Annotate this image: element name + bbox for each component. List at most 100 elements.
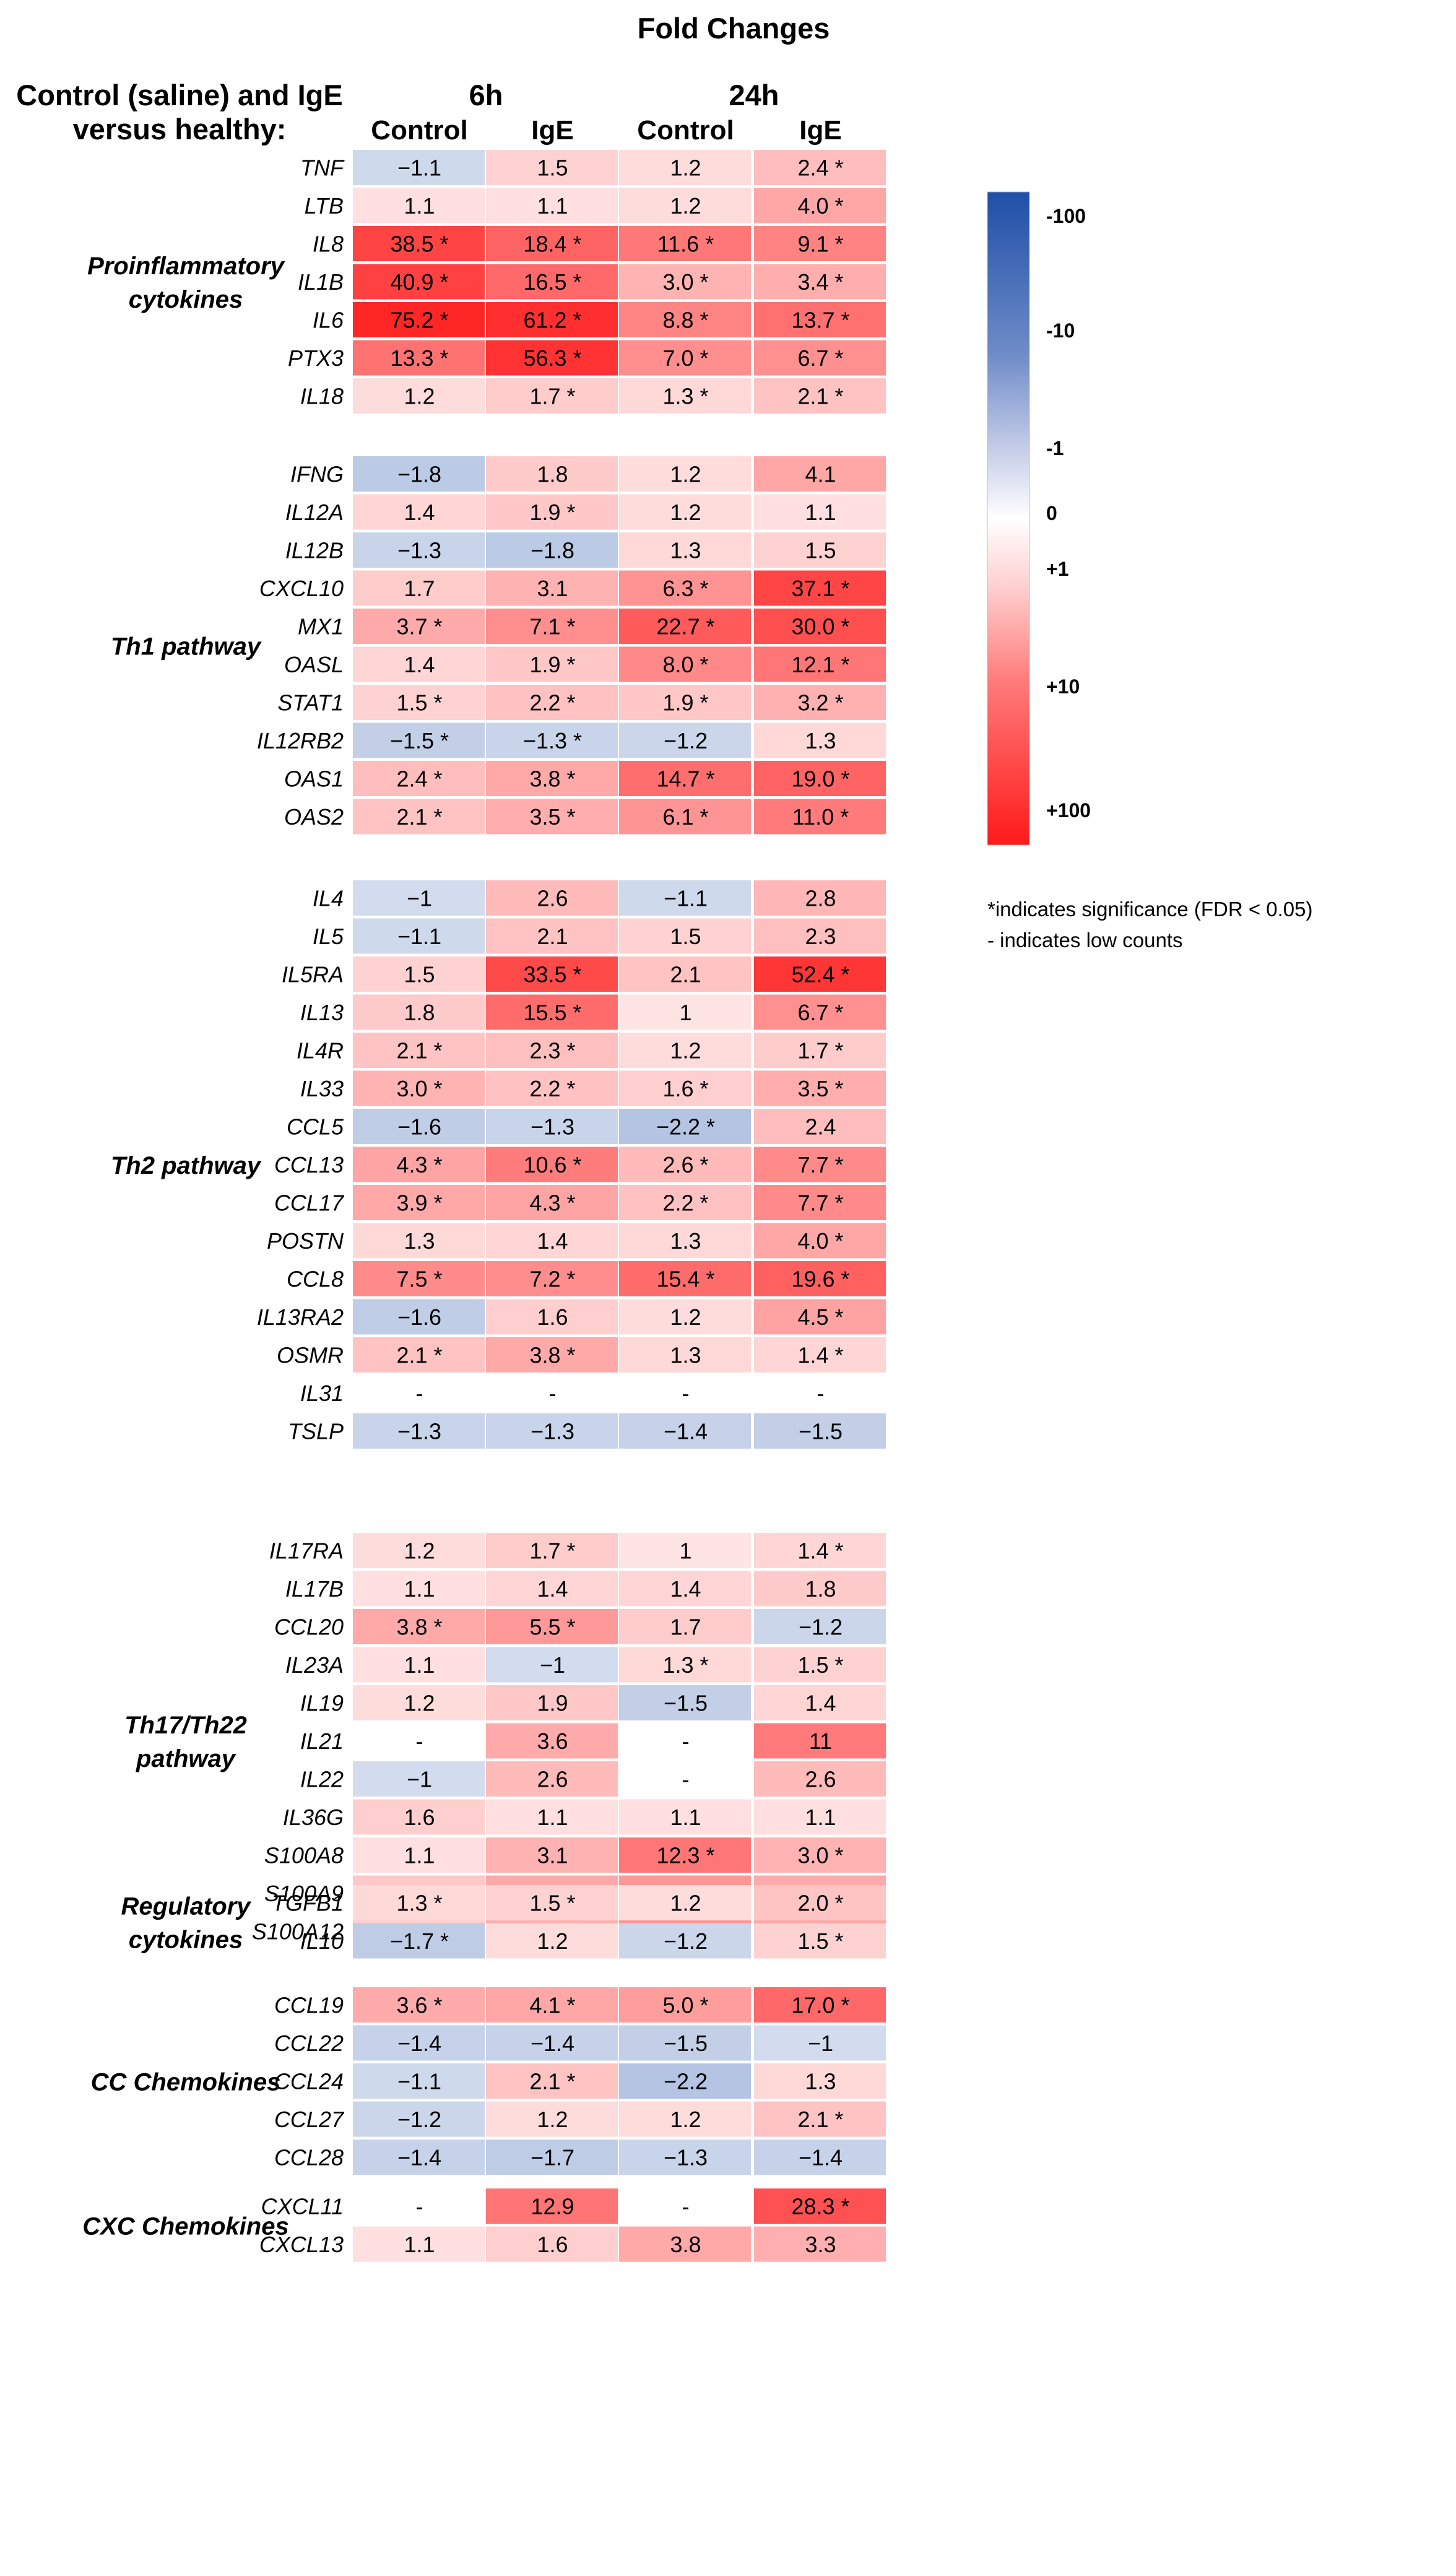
group-label: cytokines — [129, 1926, 243, 1953]
heatmap-cell — [754, 532, 886, 568]
heatmap-cell — [754, 1185, 886, 1220]
heatmap-cell — [486, 685, 618, 720]
cell-value: 30.0 * — [791, 614, 849, 640]
cell-value: 1.3 — [670, 1343, 701, 1368]
heatmap-cell — [486, 1070, 618, 1106]
cell-value: −1 — [407, 1767, 432, 1792]
heatmap-cell — [486, 918, 618, 954]
cell-value: 1.2 — [670, 462, 701, 487]
cell-value: 1.7 — [670, 1615, 701, 1640]
cell-value: 3.2 * — [797, 690, 843, 716]
cell-value: 1.2 — [404, 1691, 435, 1716]
heatmap-cell — [619, 1571, 751, 1607]
group-label: Regulatory — [121, 1893, 252, 1920]
gene-label: IL33 — [300, 1076, 344, 1101]
cell-value: - — [682, 1767, 690, 1792]
heatmap-cell — [486, 994, 618, 1030]
cell-value: 37.1 * — [791, 576, 849, 601]
heatmap-cell — [754, 918, 886, 954]
cell-value: 5.5 * — [529, 1615, 575, 1640]
scale-label: -100 — [1046, 205, 1086, 227]
cell-value: −1.7 — [531, 2145, 574, 2171]
heatmap-cell — [619, 918, 751, 954]
heatmap-cell — [619, 1070, 751, 1106]
heatmap-cell — [486, 2188, 618, 2224]
cell-value: −1.2 — [664, 1928, 708, 1954]
heatmap-cell — [619, 2063, 751, 2099]
cell-value: 2.1 — [670, 962, 701, 987]
cell-value: 1.9 * — [662, 690, 708, 716]
heatmap-cell — [754, 1723, 886, 1759]
heatmap-cell — [619, 2025, 751, 2061]
heatmap-cell — [754, 609, 886, 644]
cell-value: −1.4 — [397, 2145, 441, 2171]
heatmap-cell — [619, 956, 751, 992]
gene-label: POSTN — [267, 1228, 344, 1254]
heatmap-cell — [353, 1685, 485, 1720]
heatmap-cell — [754, 302, 886, 337]
heatmap-cell — [353, 2188, 485, 2224]
cell-value: 17.0 * — [791, 1993, 849, 2018]
heatmap-cell — [486, 1685, 618, 1720]
heatmap-body: TNF −1.1 1.5 1.2 2.4 * LTB 1.1 1.1 1.2 4.0 * IL8 38… — [82, 150, 886, 2262]
cell-value: 1.6 — [537, 1304, 568, 1330]
scale-label: -1 — [1046, 437, 1064, 459]
cell-value: 33.5 * — [523, 962, 581, 987]
cell-value: 6.7 * — [797, 345, 843, 371]
cell-value: 11.0 * — [792, 804, 849, 830]
heatmap-cell — [619, 1299, 751, 1335]
cell-value: 15.5 * — [523, 1000, 581, 1025]
cell-value: −1.1 — [397, 155, 441, 181]
cell-value: 1.2 — [670, 2107, 701, 2132]
cell-value: 2.8 — [805, 886, 836, 911]
color-scale-bar — [987, 191, 1030, 846]
heatmap-cell — [754, 264, 886, 300]
cell-value: 13.7 * — [791, 308, 849, 333]
heatmap-cell — [486, 302, 618, 337]
cell-value: 1.1 — [805, 500, 836, 525]
cell-value: 75.2 * — [390, 308, 448, 333]
cell-value: −1.3 — [531, 1419, 574, 1444]
cell-value: −1.3 — [397, 538, 441, 563]
heatmap-cell — [353, 1413, 485, 1449]
cell-value: 52.4 * — [791, 962, 849, 987]
heatmap-cell — [619, 188, 751, 223]
heatmap-cell — [754, 1685, 886, 1720]
cell-value: 13.3 * — [390, 345, 448, 371]
heatmap-cell — [486, 2101, 618, 2137]
column-header-1: IgE — [531, 115, 573, 145]
heatmap-cell — [619, 2188, 751, 2224]
cell-value: 1.5 — [805, 538, 836, 563]
cell-value: 1.2 — [670, 500, 701, 525]
gene-label: CXCL13 — [259, 2232, 344, 2257]
heatmap-cell — [619, 1885, 751, 1920]
cell-value: −1 — [407, 886, 432, 911]
heatmap-cell — [353, 761, 485, 796]
cell-value: 3.4 * — [797, 269, 843, 295]
heatmap-cell — [619, 609, 751, 644]
cell-value: −1.6 — [397, 1304, 441, 1330]
heatmap-cell — [486, 1761, 618, 1797]
cell-value: −1 — [808, 2031, 833, 2056]
gene-label: TGFB1 — [272, 1891, 344, 1916]
heatmap-cell — [754, 1033, 886, 1068]
cell-value: 3.1 — [537, 576, 568, 601]
cell-value: 7.1 * — [529, 614, 575, 640]
heatmap-cell — [486, 1147, 618, 1182]
timepoint-6h: 6h — [469, 79, 503, 111]
gene-label: IL8 — [313, 232, 344, 257]
cell-value: 12.9 — [531, 2194, 574, 2219]
heatmap-cell — [353, 1571, 485, 1607]
column-header-3: IgE — [799, 115, 841, 145]
cell-value: 2.1 * — [396, 1343, 442, 1368]
gene-label: IL5RA — [282, 962, 344, 987]
cell-value: −1.3 — [664, 2145, 708, 2171]
heatmap-cell — [619, 340, 751, 376]
cell-value: 3.0 * — [797, 1843, 843, 1868]
cell-value: 1.1 — [404, 1843, 435, 1868]
group-label: Th2 pathway — [111, 1152, 262, 1179]
group-label: Proinflammatory — [87, 253, 285, 280]
cell-value: −1.4 — [397, 2031, 441, 2056]
cell-value: 1.4 — [404, 500, 435, 525]
